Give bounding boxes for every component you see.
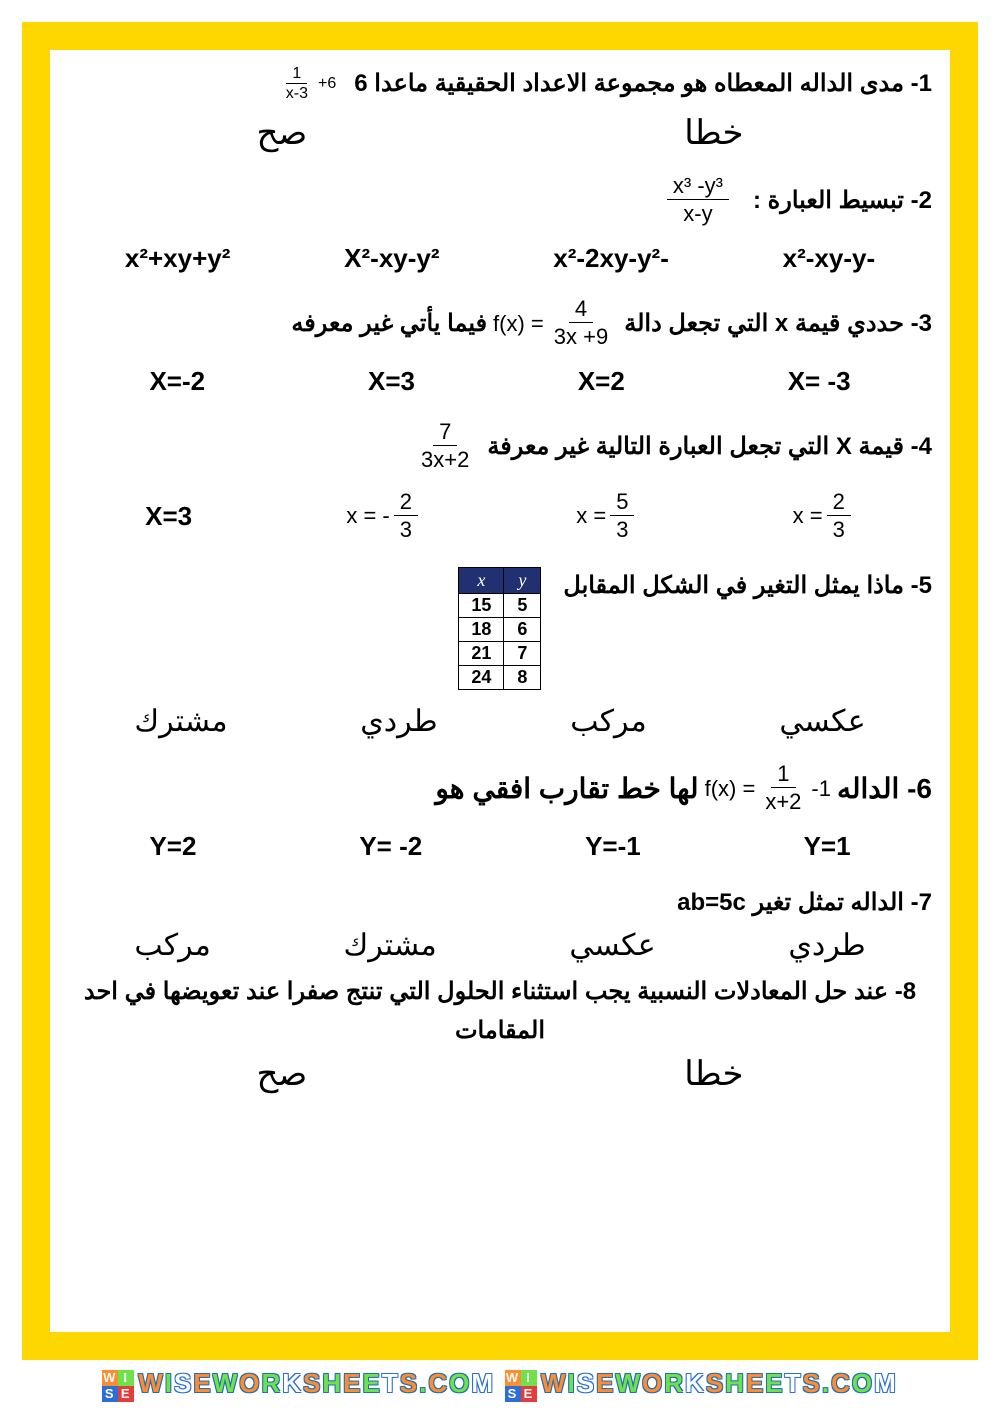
- q3-text-b: فيما يأتي غير معرفه: [291, 305, 487, 343]
- question-1: 1- مدى الداله المعطاه هو مجموعة الاعداد …: [68, 64, 932, 153]
- q2-opt-a[interactable]: x²+xy+y²: [125, 243, 231, 274]
- q2-opt-b[interactable]: X²-xy-y²: [344, 243, 439, 274]
- q5-opt-a[interactable]: مشترك: [134, 704, 227, 739]
- q7-opt-a[interactable]: مركب: [134, 928, 210, 963]
- watermark-footer: WISEWISEWORKSHEETS.COM WISEWISEWORKSHEET…: [0, 1365, 1000, 1405]
- q1-true[interactable]: صح: [256, 113, 307, 153]
- q6-text-b: لها خط تقارب افقي هو: [435, 767, 698, 812]
- table-row: 186: [459, 617, 541, 641]
- q2-text: 2- تبسيط العبارة :: [753, 182, 932, 220]
- question-8: 8- عند حل المعادلات النسبية يجب استثناء …: [68, 973, 932, 1094]
- q3-opt-b[interactable]: X=3: [368, 366, 415, 397]
- logo-icon: WISE: [102, 1370, 134, 1402]
- q4-text: 4- قيمة X التي تجعل العبارة التالية غير …: [487, 428, 932, 466]
- q6-opt-b[interactable]: Y= -2: [359, 831, 422, 862]
- watermark: WISEWISEWORKSHEETS.COM: [505, 1368, 898, 1401]
- q5-opt-d[interactable]: عكسي: [779, 704, 865, 739]
- q2-opt-d[interactable]: -x²-xy-y: [783, 243, 876, 274]
- q3-opt-d[interactable]: X= -3: [788, 366, 851, 397]
- worksheet-frame: 1- مدى الداله المعطاه هو مجموعة الاعداد …: [22, 22, 978, 1360]
- q5-text: 5- ماذا يمثل التغير في الشكل المقابل: [563, 567, 932, 605]
- q6-opt-d[interactable]: Y=1: [804, 831, 851, 862]
- q2-opt-c[interactable]: -x²-2xy-y²: [553, 243, 669, 274]
- q8-true[interactable]: صح: [256, 1054, 307, 1094]
- q4-opt-c[interactable]: x =53: [576, 489, 638, 545]
- q3-opt-c[interactable]: X=2: [578, 366, 625, 397]
- watermark: WISEWISEWORKSHEETS.COM: [102, 1368, 495, 1401]
- q5-opt-b[interactable]: طردي: [360, 704, 437, 739]
- question-3: 3- حددي قيمة x التي تجعل دالة f(x) = 43x…: [68, 296, 932, 397]
- q3-opt-a[interactable]: X=-2: [149, 366, 205, 397]
- table-row: 155: [459, 593, 541, 617]
- q7-text: 7- الداله تمثل تغير ab=5c: [68, 884, 932, 922]
- question-7: 7- الداله تمثل تغير ab=5c مركب مشترك عكس…: [68, 884, 932, 963]
- q6-opt-a[interactable]: Y=2: [149, 831, 196, 862]
- table-row: 248: [459, 665, 541, 689]
- q7-opt-d[interactable]: طردي: [788, 928, 865, 963]
- q7-opt-c[interactable]: عكسي: [569, 928, 655, 963]
- q1-false[interactable]: خطا: [684, 113, 743, 153]
- q6-opt-c[interactable]: Y=-1: [585, 831, 641, 862]
- question-6: 6- الداله f(x) = 1x+2 -1 لها خط تقارب اف…: [68, 761, 932, 862]
- q7-opt-b[interactable]: مشترك: [344, 928, 437, 963]
- q6-text-a: 6- الداله: [837, 767, 932, 812]
- q3-text-a: 3- حددي قيمة x التي تجعل دالة: [624, 305, 932, 343]
- q4-opt-a[interactable]: X=3: [145, 501, 192, 532]
- logo-icon: WISE: [505, 1370, 537, 1402]
- question-5: 5- ماذا يمثل التغير في الشكل المقابل xy …: [68, 567, 932, 739]
- q1-expression: 1x-3 +6: [276, 64, 336, 105]
- question-2: 2- تبسيط العبارة : x³ -y³x-y x²+xy+y² X²…: [68, 173, 932, 274]
- q5-opt-c[interactable]: مركب: [570, 704, 646, 739]
- q1-text: 1- مدى الداله المعطاه هو مجموعة الاعداد …: [354, 65, 932, 103]
- table-row: 217: [459, 641, 541, 665]
- q8-false[interactable]: خطا: [684, 1054, 743, 1094]
- q4-opt-d[interactable]: x =23: [793, 489, 855, 545]
- q8-text: 8- عند حل المعادلات النسبية يجب استثناء …: [68, 973, 932, 1050]
- q5-table: xy 155 186 217 248: [458, 567, 541, 690]
- question-4: 4- قيمة X التي تجعل العبارة التالية غير …: [68, 419, 932, 545]
- q4-opt-b[interactable]: x = -23: [346, 489, 422, 545]
